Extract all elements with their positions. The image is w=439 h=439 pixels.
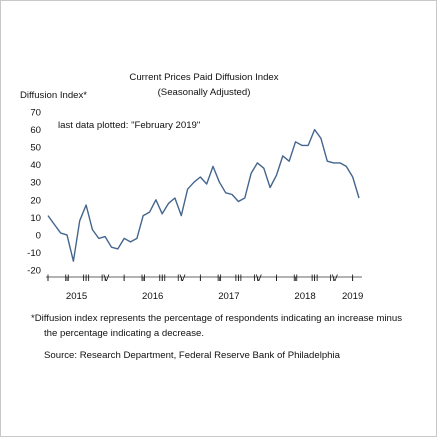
x-quarter-label: IV xyxy=(253,273,262,283)
x-quarter-label: III xyxy=(235,273,243,283)
y-tick-label: 50 xyxy=(30,143,41,154)
y-tick-label: 40 xyxy=(30,160,41,171)
footnote-line-1: *Diffusion index represents the percenta… xyxy=(31,313,403,324)
y-tick-label: 0 xyxy=(36,230,41,241)
x-quarter-label: III xyxy=(158,273,166,283)
y-tick-label: -20 xyxy=(27,266,41,277)
x-quarter-label: IV xyxy=(329,273,338,283)
y-tick-label: 60 xyxy=(30,125,41,136)
x-year-label: 2015 xyxy=(66,291,87,302)
last-data-annotation: last data plotted: "February 2019" xyxy=(58,120,200,131)
x-quarter-label: III xyxy=(82,273,90,283)
x-quarter-label: I xyxy=(123,273,126,283)
x-year-label: 2016 xyxy=(142,291,163,302)
x-quarter-label: II xyxy=(65,273,70,283)
y-tick-label: 20 xyxy=(30,195,41,206)
x-quarter-label: I xyxy=(199,273,202,283)
chart-subtitle: (Seasonally Adjusted) xyxy=(158,87,251,98)
x-quarter-label: II xyxy=(217,273,222,283)
x-quarter-label: IV xyxy=(101,273,110,283)
x-quarter-label: II xyxy=(293,273,298,283)
footnote-line-2: the percentage indicating a decrease. xyxy=(44,328,205,339)
y-axis-label: Diffusion Index* xyxy=(20,90,87,101)
x-quarter-label: III xyxy=(311,273,319,283)
x-year-label: 2018 xyxy=(294,291,315,302)
y-tick-labels: 70 60 50 40 30 20 10 0 -10 -20 xyxy=(27,108,41,277)
x-quarter-label: IV xyxy=(177,273,186,283)
y-tick-label: 10 xyxy=(30,213,41,224)
x-year-label: 2017 xyxy=(218,291,239,302)
x-quarter-label: II xyxy=(141,273,146,283)
y-tick-label: -10 xyxy=(27,248,41,259)
x-year-label: 2019 xyxy=(342,291,363,302)
chart-title: Current Prices Paid Diffusion Index xyxy=(129,72,278,83)
x-quarter-label: I xyxy=(275,273,278,283)
x-year-labels: 2015 2016 2017 2018 2019 xyxy=(66,291,363,302)
x-quarter-label: I xyxy=(351,273,354,283)
y-tick-label: 30 xyxy=(30,178,41,189)
series-group xyxy=(47,128,360,262)
y-tick-label: 70 xyxy=(30,108,41,119)
x-quarter-label: I xyxy=(47,273,50,283)
x-tick-marks xyxy=(47,277,354,281)
source-note: Source: Research Department, Federal Res… xyxy=(44,350,340,361)
series-line xyxy=(47,128,360,262)
x-quarter-labels: I II III IV I II III IV I II III IV I II III IV I xyxy=(47,273,354,283)
